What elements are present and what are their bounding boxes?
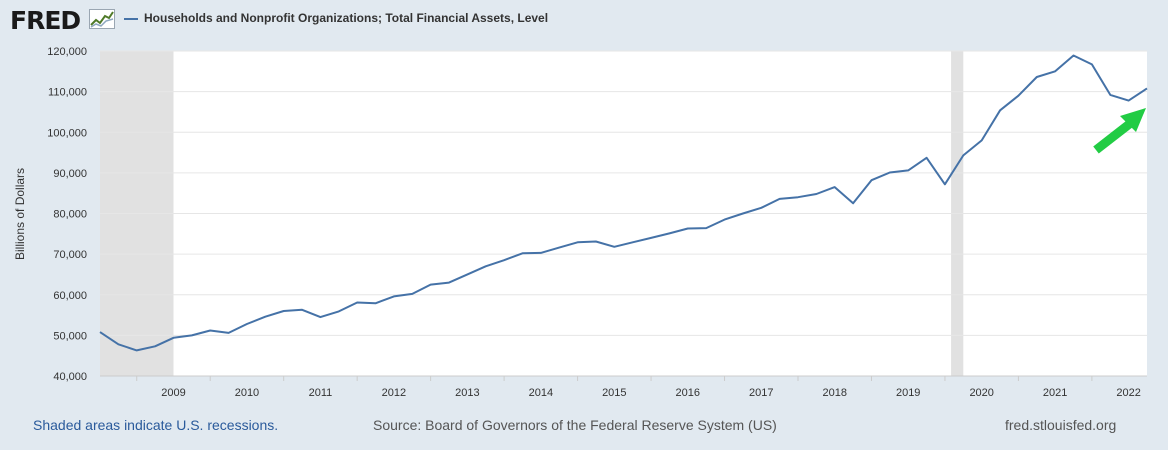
x-tick-label: 2016	[676, 387, 700, 399]
source-text: Source: Board of Governors of the Federa…	[373, 417, 777, 433]
series-line[interactable]	[99, 54, 1148, 352]
recession-note: Shaded areas indicate U.S. recessions.	[33, 417, 279, 433]
y-tick-label: 100,000	[47, 127, 87, 139]
series-title[interactable]: Households and Nonprofit Organizations; …	[144, 11, 549, 25]
fred-line-graph-icon	[89, 9, 115, 29]
x-tick-label: 2021	[1043, 387, 1067, 399]
y-tick-label: 110,000	[48, 87, 87, 99]
y-tick-label: 70,000	[53, 249, 87, 261]
fred-logo[interactable]: FRED	[10, 6, 81, 35]
x-tick-label: 2022	[1116, 387, 1140, 399]
chart-header: FRED Households and Nonprofit Organizati…	[0, 0, 1168, 40]
x-tick-label: 2015	[602, 387, 626, 399]
green-arrow-icon	[1093, 108, 1146, 154]
y-tick-label: 60,000	[53, 290, 87, 302]
y-tick-label: 80,000	[53, 209, 87, 221]
arrow-shaft	[1093, 118, 1135, 154]
site-link[interactable]: fred.stlouisfed.org	[1005, 417, 1117, 433]
arrow-head	[1120, 108, 1146, 132]
x-tick-label: 2011	[309, 387, 333, 399]
x-tick-label: 2012	[382, 387, 406, 399]
y-tick-label: 90,000	[53, 168, 87, 180]
x-tick-label: 2014	[529, 387, 553, 399]
y-tick-label: 50,000	[53, 330, 87, 342]
y-tick-label: 120,000	[47, 46, 87, 58]
x-tick-label: 2009	[161, 387, 185, 399]
x-tick-label: 2017	[749, 387, 773, 399]
legend-line-swatch	[124, 18, 138, 20]
y-tick-label: 40,000	[53, 371, 87, 383]
y-axis-label: Billions of Dollars	[13, 167, 27, 260]
x-tick-label: 2010	[235, 387, 259, 399]
x-tick-label: 2019	[896, 387, 920, 399]
x-tick-label: 2018	[822, 387, 846, 399]
x-tick-label: 2013	[455, 387, 479, 399]
x-tick-label: 2020	[969, 387, 993, 399]
